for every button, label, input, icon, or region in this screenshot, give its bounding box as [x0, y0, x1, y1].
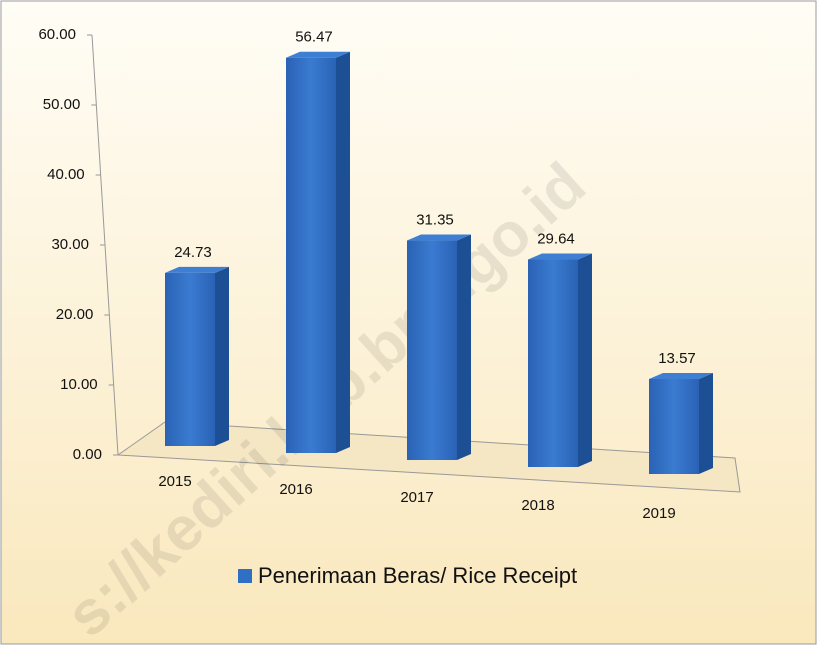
bar-side — [336, 51, 350, 454]
bar-top — [165, 266, 229, 273]
bar-top — [528, 253, 592, 260]
legend-label: Penerimaan Beras/ Rice Receipt — [258, 563, 577, 588]
bar-top — [286, 51, 350, 58]
y-tick-label: 0.00 — [73, 446, 102, 463]
bar-front — [286, 57, 336, 454]
bar-front — [407, 240, 457, 460]
bar-side — [215, 266, 229, 446]
y-tick-label: 50.00 — [43, 96, 81, 113]
y-tick-label: 30.00 — [51, 236, 89, 253]
value-label: 29.64 — [537, 230, 575, 247]
bar-top — [407, 234, 471, 241]
x-tick-label: 2019 — [642, 505, 675, 522]
bar-top — [649, 373, 713, 380]
value-label: 24.73 — [174, 244, 212, 261]
y-tick-label: 60.00 — [38, 26, 76, 43]
bar-front — [649, 379, 699, 474]
bar-side — [578, 253, 592, 467]
x-tick-label: 2015 — [158, 473, 191, 490]
bar-side — [457, 234, 471, 460]
bar — [407, 234, 471, 460]
bar — [165, 266, 229, 446]
bar-front — [165, 272, 215, 446]
legend-swatch — [238, 569, 252, 583]
value-label: 56.47 — [295, 29, 333, 46]
value-label: 31.35 — [416, 212, 454, 229]
bar-side — [699, 373, 713, 474]
value-label: 13.57 — [658, 350, 696, 367]
x-tick-label: 2018 — [521, 497, 554, 514]
bar-front — [528, 259, 578, 467]
y-tick-label: 20.00 — [56, 306, 94, 323]
x-tick-label: 2016 — [279, 481, 312, 498]
x-tick-label: 2017 — [400, 489, 433, 506]
bar — [528, 253, 592, 467]
bar — [649, 373, 713, 474]
bar — [286, 51, 350, 454]
y-tick-label: 40.00 — [47, 166, 85, 183]
y-tick-label: 10.00 — [60, 376, 98, 393]
